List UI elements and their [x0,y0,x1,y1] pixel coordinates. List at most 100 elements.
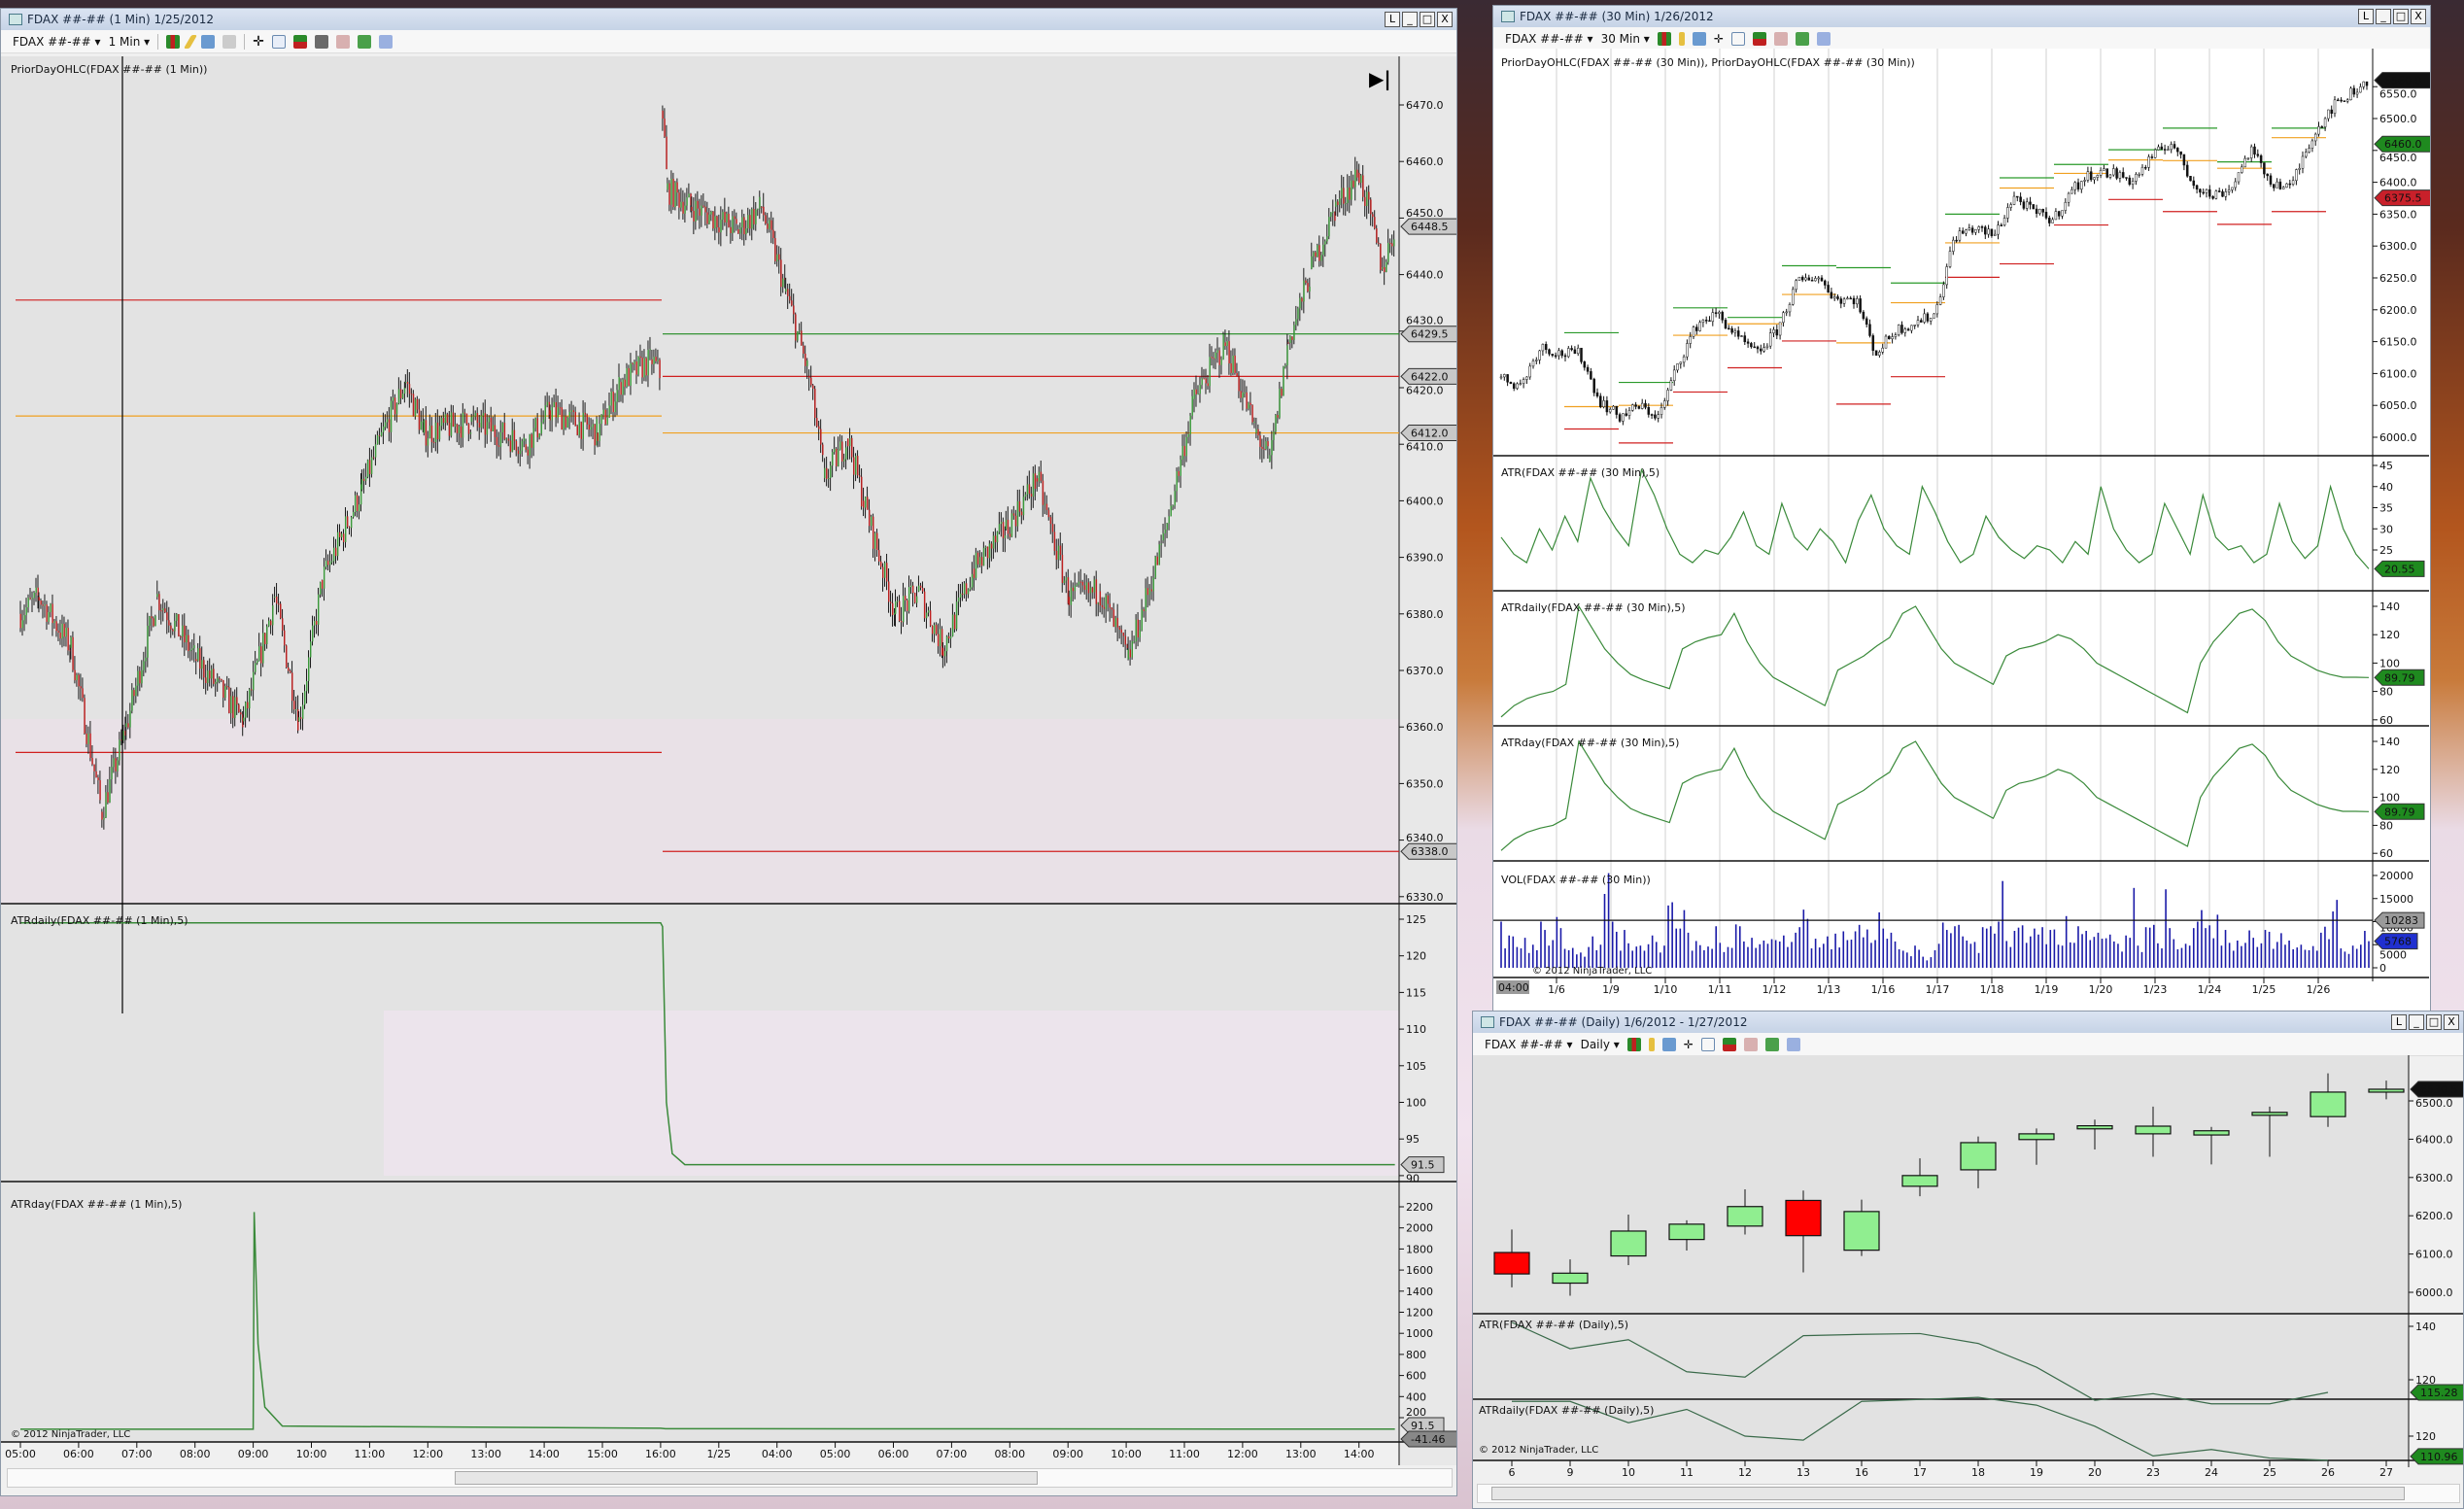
close-button[interactable]: X [2444,1014,2459,1030]
candle-body [113,758,115,768]
candle-body [1557,350,1560,357]
instrument-selector[interactable]: FDAX ##-## ▾ [1505,31,1593,46]
minimize-button[interactable]: _ [2409,1014,2424,1030]
instrument-selector[interactable]: FDAX ##-## ▾ [13,34,101,49]
strategies-icon[interactable] [314,34,328,49]
instrument-label: FDAX ##-## [1485,1037,1563,1051]
scrollbar-thumb[interactable] [1491,1487,2405,1500]
candle-body [48,611,50,622]
candle-body [436,422,439,440]
data-box-icon[interactable] [1795,31,1809,46]
scroll-to-end-button[interactable]: ▶| [1369,67,1391,90]
crosshair-icon[interactable]: ✛ [253,33,264,50]
chart-trader-icon[interactable] [378,34,393,49]
close-button[interactable]: X [2411,9,2426,24]
indicators-icon[interactable] [1722,1037,1736,1051]
candle-body [334,547,337,557]
maximize-button[interactable]: □ [1420,12,1435,27]
zoom-icon[interactable] [1730,31,1745,46]
candle-body [325,561,327,567]
candle-body [1224,342,1226,346]
add-drawing-icon[interactable] [1661,1037,1676,1051]
candle-body [1800,276,1804,281]
link-button[interactable]: L [2358,9,2374,24]
link-button[interactable]: L [1385,12,1400,27]
candle-body [2048,218,2051,223]
chart-trader-icon[interactable] [1816,31,1831,46]
crosshair-icon[interactable]: ✛ [1713,31,1724,46]
candle-body [412,394,415,417]
date-axis-label: 16 [1855,1466,1868,1479]
close-button[interactable]: X [1437,12,1453,27]
price-tick-label: 6300.0 [2415,1172,2453,1184]
candle-body [1148,589,1150,596]
properties-icon[interactable] [335,34,350,49]
interval-selector[interactable]: 30 Min ▾ [1600,31,1650,46]
candle-body [388,419,391,432]
candle-body [1622,413,1625,422]
candle-body [1797,276,1801,281]
candle-body [1137,619,1139,637]
chart-1min-canvas[interactable]: 6330.0 6340.0 6350.0 6360.0 6370.0 6380.0 6390… [1,56,1456,1465]
add-drawing-icon[interactable] [201,34,216,49]
candle-body [1538,350,1541,360]
title-bar[interactable]: FDAX ##-## (30 Min) 1/26/2012 L _ □ X [1493,6,2430,27]
title-bar[interactable]: FDAX ##-## (1 Min) 1/25/2012 L _ □ X [1,9,1456,30]
indicators-icon[interactable] [292,34,307,49]
candle-body [2115,168,2118,179]
candle-body [1164,530,1166,533]
candle-body [458,426,461,433]
time-axis-label: 09:00 [238,1448,269,1460]
crosshair-icon[interactable]: ✛ [1683,1037,1694,1051]
chart-daily-canvas[interactable]: 6000.06100.06200.06300.06400.06500.01201… [1473,1055,2463,1483]
pencil-icon[interactable] [1678,31,1685,46]
zoom-icon[interactable] [271,34,286,49]
add-drawing-icon[interactable] [1692,31,1706,46]
data-box-icon[interactable] [1764,1037,1779,1051]
time-axis-label: 10:00 [296,1448,327,1460]
candle-body [876,532,878,551]
candle-body [120,739,122,741]
bar-type-icon[interactable] [166,34,181,49]
bar-type-icon[interactable] [1626,1037,1641,1051]
data-box-icon[interactable] [357,34,371,49]
candle-body [1317,245,1318,257]
chart-toolbar: FDAX ##-## ▾ 30 Min ▾ ✛ [1493,27,2430,51]
zoom-icon[interactable] [1700,1037,1715,1051]
interval-selector[interactable]: Daily ▾ [1580,1037,1620,1051]
horizontal-scrollbar[interactable] [1477,1484,2460,1503]
candle-body [616,390,618,402]
minimize-button[interactable]: _ [1402,12,1418,27]
candle-body [1318,245,1320,261]
title-bar[interactable]: FDAX ##-## (Daily) 1/6/2012 - 1/27/2012 … [1473,1012,2463,1033]
pencil-icon[interactable] [184,34,198,49]
atrdaily-tick-label: 90 [1406,1173,1420,1185]
interval-selector[interactable]: 1 Min ▾ [108,34,151,49]
candle-body [710,211,712,215]
candle-body [1026,484,1029,495]
candle-body [712,211,714,229]
indicators-icon[interactable] [1752,31,1766,46]
maximize-button[interactable]: □ [2393,9,2409,24]
scrollbar-thumb[interactable] [455,1471,1038,1485]
bar-type-icon[interactable] [1657,31,1671,46]
chart-30min-canvas[interactable]: 1/6 1/9 1/10 1/11 1/12 1/13 1/16 1/17 1/18 1/19 1/… [1493,49,2430,1006]
link-button[interactable]: L [2391,1014,2407,1030]
candle-body [549,410,551,421]
price-flag-text: 6560.0 [2384,75,2422,87]
candle-body [574,411,576,427]
instrument-selector[interactable]: FDAX ##-## ▾ [1485,1037,1573,1051]
candle-body [726,213,728,223]
candle-body [826,467,828,479]
chart-trader-icon[interactable] [1786,1037,1800,1051]
properties-icon[interactable] [1773,31,1788,46]
pointer-icon[interactable] [222,34,237,49]
properties-icon[interactable] [1743,1037,1758,1051]
candle-body [633,361,635,364]
minimize-button[interactable]: _ [2376,9,2391,24]
candle-body [211,669,213,679]
horizontal-scrollbar[interactable] [7,1468,1453,1488]
price-tick-label: 6440.0 [1406,269,1444,282]
pencil-icon[interactable] [1648,1037,1655,1051]
maximize-button[interactable]: □ [2426,1014,2442,1030]
